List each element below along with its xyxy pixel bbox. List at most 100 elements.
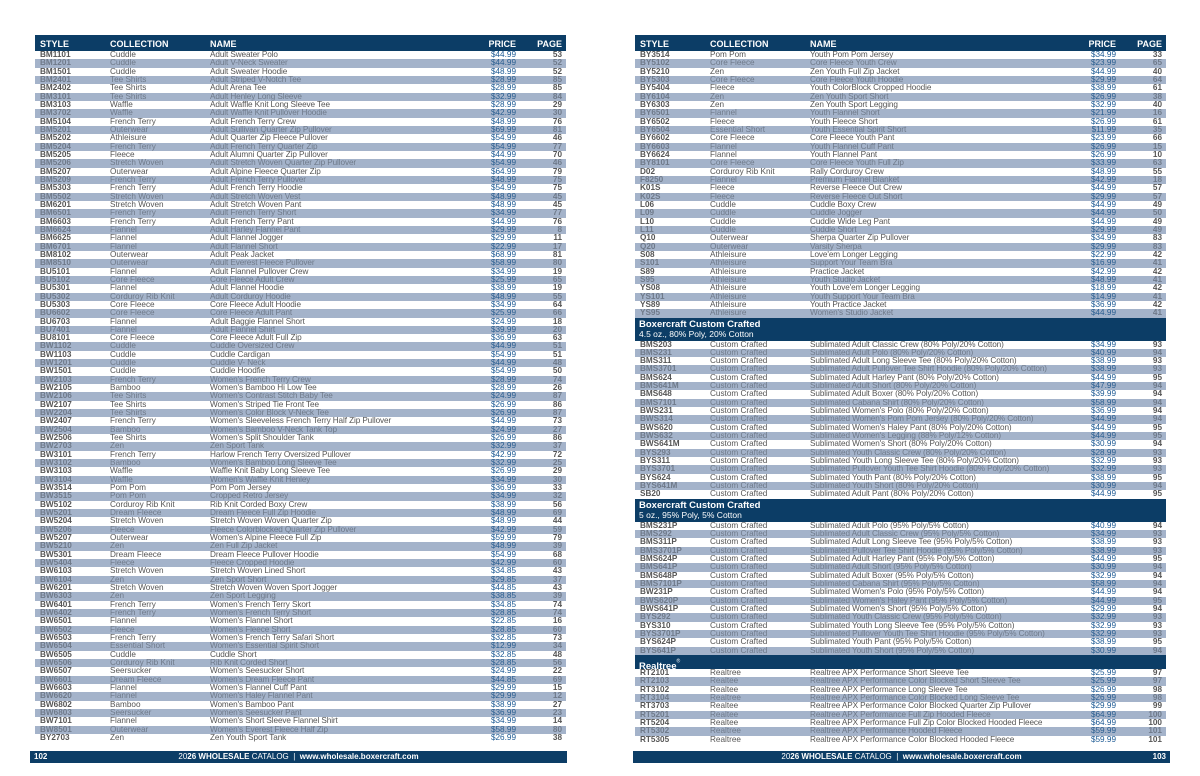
name-cell: Youth Flannel Pant	[810, 149, 878, 159]
name-cell: Women's Fleece Short	[210, 624, 291, 634]
name-cell: Women's Flannel Cuff Pant	[210, 682, 307, 692]
page-number: 102	[34, 752, 48, 761]
collection-cell: Zen	[710, 99, 725, 109]
name-cell: Cuddle Jogger	[810, 208, 862, 218]
collection-cell: Fleece	[110, 149, 135, 159]
price-cell: $38.99	[1090, 637, 1116, 647]
name-cell: Sublimated Adult Short (95% Poly/5% Cott…	[810, 562, 972, 572]
collection-cell: Realtee	[710, 676, 739, 686]
table-row: BM5204 French Terry Adult French Terry Qua…	[35, 141, 566, 151]
style-cell: S08	[640, 249, 655, 259]
style-cell: BM1201	[40, 58, 71, 68]
table-row: BW2103 French Terry Women's French Terry C…	[35, 375, 566, 385]
column-header-name: NAME	[210, 39, 237, 49]
collection-cell: Custom Crafted	[710, 356, 768, 366]
collection-cell: Flannel	[110, 224, 137, 234]
style-cell: BY2703	[40, 732, 70, 742]
table-row: BY6303 Zen Zen Youth Sport Legging $32.99 40	[635, 99, 1166, 109]
collection-cell: Custom Crafted	[710, 481, 768, 491]
table-row: BW6507 Seersucker Women's Seesucker Short $…	[35, 666, 566, 675]
page-cell: 95	[1152, 489, 1162, 499]
page-cell: 94	[1152, 414, 1162, 424]
price-cell: $26.99	[490, 732, 516, 742]
price-cell: $28.85	[490, 657, 516, 667]
catalog-url-link[interactable]: www.wholesale.boxercraft.com	[902, 752, 1022, 761]
page-cell: 15	[552, 682, 562, 692]
price-cell: $26.99	[1090, 684, 1116, 694]
name-cell: Realtree APX Performance Color Blocked L…	[810, 692, 1020, 702]
table-row: BYS641M Custom Crafted Sublimated Youth Sh…	[635, 481, 1166, 491]
price-cell: $26.99	[490, 466, 516, 476]
table-row: BWS641P Custom Crafted Sublimated Women's …	[635, 604, 1166, 613]
name-cell: Premium Flannel Blanket	[810, 174, 900, 184]
name-cell: Adult Waffle Knit Long Sleeve Tee	[210, 99, 330, 109]
price-cell: $44.99	[490, 216, 516, 226]
name-cell: Women's Contrast Stitch Baby Tee	[210, 391, 333, 401]
collection-cell: Realtree	[710, 692, 741, 702]
name-cell: Adult Stretch Woven Vest	[210, 191, 301, 201]
style-cell: BM3702	[40, 108, 71, 118]
name-cell: Adult French Terry Crew	[210, 116, 296, 126]
page-cell: 65	[1152, 58, 1162, 68]
name-cell: Sublimated Women's Pom Pom Jersey (80% P…	[810, 414, 1034, 424]
price-cell: $59.99	[1090, 734, 1116, 744]
catalog-wholesale: 26 WHOLESALE	[790, 752, 853, 761]
page-cell: 79	[552, 166, 562, 176]
collection-cell: French Terry	[110, 216, 156, 226]
name-cell: Adult Waffle Knit Pullover Hoodie	[210, 108, 327, 118]
price-cell: $58.99	[490, 258, 516, 268]
table-row: RT2101 Realtree Realtree APX Performance S…	[635, 668, 1166, 677]
name-cell: Adult French Terry Quarter Zip	[210, 141, 318, 151]
name-cell: Adult Harley Flannel Pant	[210, 224, 301, 234]
name-cell: Sublimated Adult Pullover Tee Shirt Hood…	[810, 364, 1047, 374]
table-row: BW2105 Bamboo Women's Bamboo Hi Low Tee $28…	[35, 383, 566, 392]
page-cell: 93	[1152, 356, 1162, 366]
page-cell: 43	[552, 583, 562, 592]
price-cell: $26.99	[1090, 692, 1116, 702]
collection-cell: Custom Crafted	[710, 389, 768, 399]
name-cell: Core Fleece Adult Crew	[210, 274, 295, 284]
collection-cell: Dream Fleece	[110, 549, 162, 559]
price-cell: $58.99	[1090, 397, 1116, 407]
page-cell: 55	[552, 291, 562, 301]
table-row: BY6603 Flannel Youth Flannel Cuff Pant $26.…	[635, 142, 1166, 151]
table-row: BWS620P Custom Crafted Sublimated Women's …	[635, 596, 1166, 606]
name-cell: Adult French Terry Pullover	[210, 174, 306, 184]
price-cell: $40.99	[1090, 520, 1116, 530]
table-row: BW5102 Corduroy Rib Knit Rib Knit Corded B…	[35, 500, 566, 509]
catalog-url-link[interactable]: www.wholesale.boxercraft.com	[299, 752, 419, 761]
table-row: BM5201 Outerwear Adult Sullivan Quarter Zi…	[35, 124, 566, 135]
section-header: Boxercraft Custom Crafted 4.5 oz., 80% Po…	[635, 317, 1166, 341]
price-cell: $29.99	[490, 233, 516, 243]
table-row: BY5102 Core Fleece Core Fleece Youth Crew $…	[635, 58, 1166, 68]
style-cell: BW1102	[40, 341, 72, 351]
page-cell: 49	[1152, 224, 1162, 234]
collection-cell: Custom Crafted	[710, 629, 768, 638]
collection-cell: Custom Crafted	[710, 529, 768, 539]
price-cell: $26.99	[1090, 149, 1116, 159]
price-cell: $32.99	[490, 441, 516, 451]
table-row: BM2402 Tee Shirts Adult Arena Tee $28.99 85	[35, 83, 566, 92]
page-cell: 95	[1152, 472, 1162, 482]
style-cell: BMS648P	[640, 570, 678, 580]
collection-cell: Dream Fleece	[110, 674, 162, 684]
table-row: BY6502 Fleece Youth Fleece Short $26.99 61	[635, 117, 1166, 126]
collection-cell: Dream Fleece	[110, 508, 162, 518]
price-cell: $44.99	[1090, 431, 1116, 441]
catalog-label: CATALOG |	[249, 752, 300, 761]
price-cell: $69.99	[490, 124, 516, 134]
name-cell: Sublimated Youth Classic Crew (80% Poly/…	[810, 447, 1007, 457]
name-cell: Sublimated Adult Harley Pant (80% Poly/2…	[810, 372, 999, 382]
price-cell: $29.99	[1090, 224, 1116, 234]
page-cell: 94	[1152, 439, 1162, 449]
name-cell: Adult Flannel Pullover Crew	[210, 266, 309, 276]
price-cell: $54.99	[490, 183, 516, 193]
page-cell: 93	[1152, 537, 1162, 547]
page-cell: 41	[1152, 291, 1162, 301]
name-cell: Women's Bamboo Pant	[210, 699, 294, 709]
price-cell: $44.99	[1090, 216, 1116, 226]
price-cell: $23.99	[1090, 133, 1116, 143]
name-cell: Women's Short Sleeve Flannel Shirt	[210, 716, 338, 726]
style-cell: BW6601	[40, 674, 72, 684]
price-cell: $38.99	[1090, 472, 1116, 482]
